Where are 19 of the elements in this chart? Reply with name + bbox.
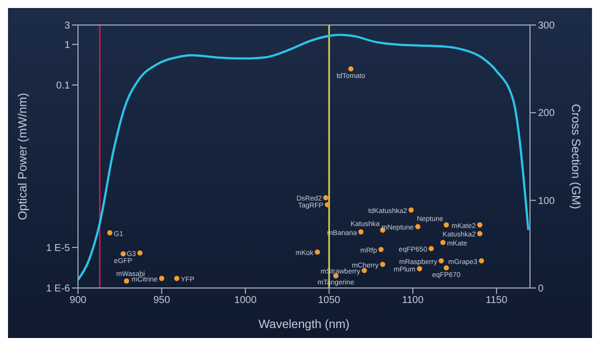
y2-tick-label: 300	[538, 20, 556, 32]
y-tick-label: 1 E-5	[46, 242, 70, 254]
y-tick-label: 1	[64, 40, 70, 51]
y-tick-label: 3	[64, 20, 70, 32]
x-tick-label: 1050	[318, 295, 341, 306]
x-tick-label: 900	[70, 295, 87, 306]
x-tick-label: 1150	[486, 295, 508, 306]
line-series	[78, 34, 530, 281]
y-tick-label: 0.1	[56, 80, 70, 92]
y2-tick-label: 200	[538, 108, 556, 120]
x-axis-title: Wavelength (nm)	[258, 317, 350, 331]
x-tick-label: 950	[153, 295, 170, 306]
x-tick-label: 1100	[402, 295, 424, 306]
x-tick-label: 1000	[234, 295, 257, 306]
y-tick-label: 1 E-6	[46, 284, 70, 295]
y2-tick-label: 100	[538, 196, 556, 207]
y-axis-title: Optical Power (mW/nm)	[15, 92, 30, 220]
y2-axis-title: Cross Section (GM)	[568, 104, 583, 210]
y2-tick-label: 0	[538, 284, 544, 295]
